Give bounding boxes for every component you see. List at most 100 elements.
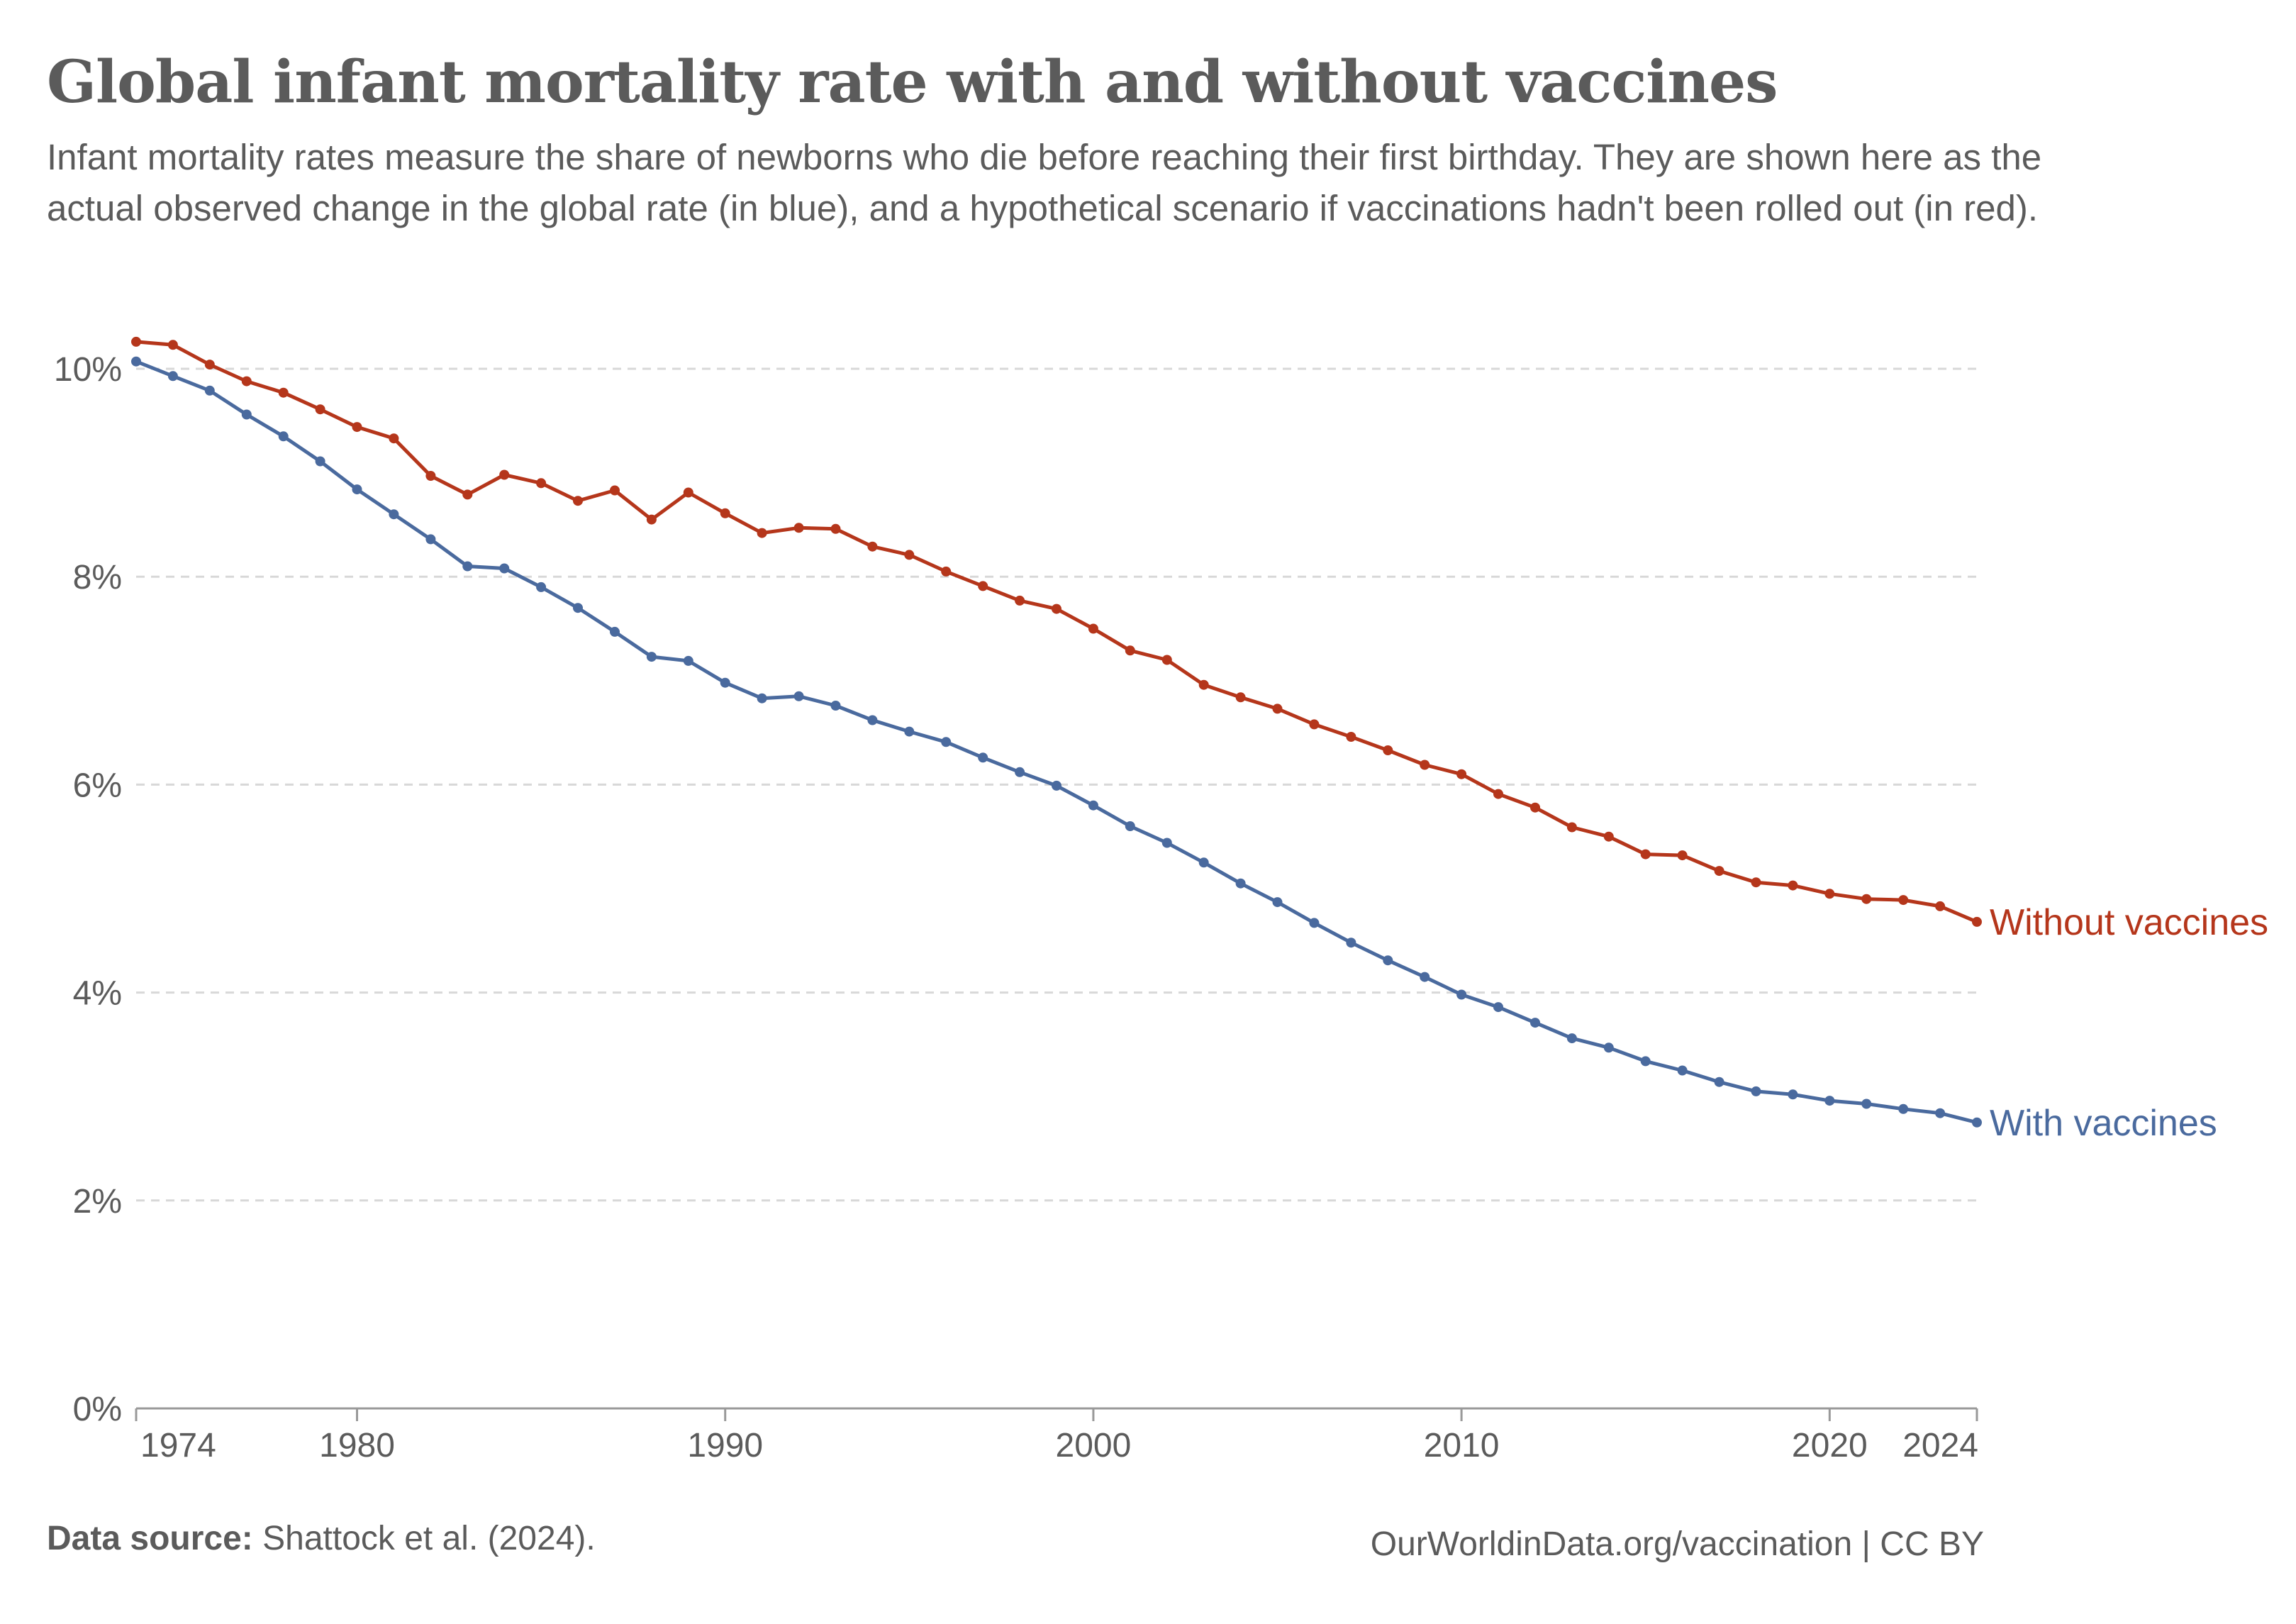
x-tick-label: 1980: [319, 1427, 395, 1464]
data-point-without-vaccines: [1456, 769, 1467, 779]
data-point-with-vaccines: [1272, 897, 1283, 908]
data-point-without-vaccines: [536, 478, 547, 489]
data-point-with-vaccines: [1530, 1018, 1540, 1028]
data-point-without-vaccines: [1566, 822, 1577, 833]
data-point-without-vaccines: [462, 489, 473, 500]
data-point-without-vaccines: [131, 336, 141, 347]
chart-subtitle: Infant mortality rates measure the share…: [47, 137, 2042, 228]
data-point-without-vaccines: [1640, 849, 1651, 860]
data-point-without-vaccines: [1198, 679, 1209, 690]
data-point-without-vaccines: [352, 422, 362, 433]
data-point-with-vaccines: [1088, 800, 1098, 811]
data-point-with-vaccines: [720, 677, 730, 688]
data-point-without-vaccines: [573, 496, 583, 506]
data-point-without-vaccines: [1530, 802, 1540, 813]
x-tick-label: 2000: [1056, 1427, 1132, 1464]
data-point-with-vaccines: [1935, 1108, 1946, 1118]
data-point-with-vaccines: [1383, 955, 1393, 966]
data-point-with-vaccines: [1456, 989, 1467, 1000]
data-point-without-vaccines: [1235, 692, 1246, 703]
data-point-with-vaccines: [573, 603, 583, 613]
data-point-without-vaccines: [1125, 645, 1135, 656]
data-point-without-vaccines: [425, 471, 436, 481]
data-point-without-vaccines: [1272, 703, 1283, 714]
data-point-with-vaccines: [389, 509, 399, 520]
data-point-with-vaccines: [1235, 878, 1246, 889]
data-point-with-vaccines: [1052, 780, 1061, 791]
data-point-without-vaccines: [241, 376, 252, 386]
y-tick-label: 8%: [73, 559, 122, 596]
data-point-without-vaccines: [1714, 866, 1724, 877]
data-point-with-vaccines: [425, 534, 436, 545]
data-point-without-vaccines: [1677, 850, 1688, 861]
data-point-without-vaccines: [1935, 901, 1946, 911]
data-point-with-vaccines: [204, 385, 215, 396]
data-point-without-vaccines: [683, 487, 693, 498]
x-tick-label: 2010: [1424, 1427, 1500, 1464]
data-point-without-vaccines: [978, 581, 988, 591]
data-point-with-vaccines: [241, 409, 252, 420]
data-point-with-vaccines: [793, 691, 804, 701]
data-point-without-vaccines: [278, 387, 289, 398]
x-tick-label: 2020: [1792, 1427, 1868, 1464]
data-point-with-vaccines: [757, 693, 767, 703]
data-point-without-vaccines: [499, 469, 510, 480]
data-point-with-vaccines: [352, 484, 362, 495]
data-point-without-vaccines: [1309, 719, 1320, 730]
data-point-without-vaccines: [1420, 760, 1430, 770]
data-point-with-vaccines: [683, 655, 693, 666]
data-point-without-vaccines: [315, 404, 325, 415]
data-point-with-vaccines: [1751, 1086, 1761, 1096]
data-point-with-vaccines: [1603, 1042, 1614, 1053]
chart-title: Global infant mortality rate with and wi…: [47, 48, 1778, 116]
x-tick-label: 1990: [687, 1427, 763, 1464]
data-point-with-vaccines: [1861, 1099, 1872, 1109]
data-point-without-vaccines: [1052, 604, 1061, 614]
data-point-with-vaccines: [1824, 1096, 1835, 1106]
data-point-without-vaccines: [1898, 895, 1909, 906]
series-label-without-vaccines: Without vaccines: [1990, 902, 2268, 943]
data-point-with-vaccines: [941, 737, 952, 747]
data-point-with-vaccines: [978, 752, 988, 763]
data-point-without-vaccines: [1788, 880, 1798, 891]
data-point-with-vaccines: [1420, 972, 1430, 982]
y-tick-label: 6%: [73, 767, 122, 804]
data-point-with-vaccines: [1125, 821, 1135, 831]
data-point-with-vaccines: [830, 701, 841, 711]
data-point-with-vaccines: [1309, 918, 1320, 928]
x-tick-label: 2024: [1902, 1427, 1978, 1464]
data-point-without-vaccines: [904, 550, 915, 560]
data-point-with-vaccines: [131, 356, 141, 367]
data-point-without-vaccines: [1861, 894, 1872, 904]
data-point-with-vaccines: [167, 371, 178, 382]
data-point-without-vaccines: [1972, 916, 1982, 927]
data-point-without-vaccines: [1603, 831, 1614, 842]
data-source-text: Shattock et al. (2024).: [262, 1520, 596, 1557]
data-point-without-vaccines: [830, 523, 841, 534]
data-point-with-vaccines: [315, 456, 325, 467]
data-point-with-vaccines: [1640, 1056, 1651, 1067]
y-tick-label: 10%: [54, 351, 122, 389]
data-source-label: Data source:: [47, 1520, 253, 1557]
data-point-without-vaccines: [610, 485, 620, 496]
data-point-without-vaccines: [1824, 889, 1835, 899]
data-point-with-vaccines: [278, 431, 289, 442]
series-label-with-vaccines: With vaccines: [1990, 1103, 2217, 1144]
data-point-with-vaccines: [1015, 767, 1025, 777]
data-point-with-vaccines: [536, 582, 547, 592]
data-point-with-vaccines: [1346, 938, 1356, 948]
series-line-without-vaccines: [135, 340, 1978, 924]
data-point-without-vaccines: [646, 514, 657, 525]
data-point-without-vaccines: [1161, 655, 1172, 665]
data-point-with-vaccines: [867, 715, 878, 725]
data-point-with-vaccines: [1898, 1103, 1909, 1114]
data-point-without-vaccines: [941, 566, 952, 577]
data-point-with-vaccines: [904, 726, 915, 737]
credit-link[interactable]: OurWorldinData.org/vaccination | CC BY: [1370, 1525, 1984, 1563]
data-point-without-vaccines: [720, 508, 730, 518]
data-point-without-vaccines: [867, 541, 878, 552]
data-point-without-vaccines: [1383, 745, 1393, 755]
data-point-with-vaccines: [1972, 1117, 1982, 1128]
